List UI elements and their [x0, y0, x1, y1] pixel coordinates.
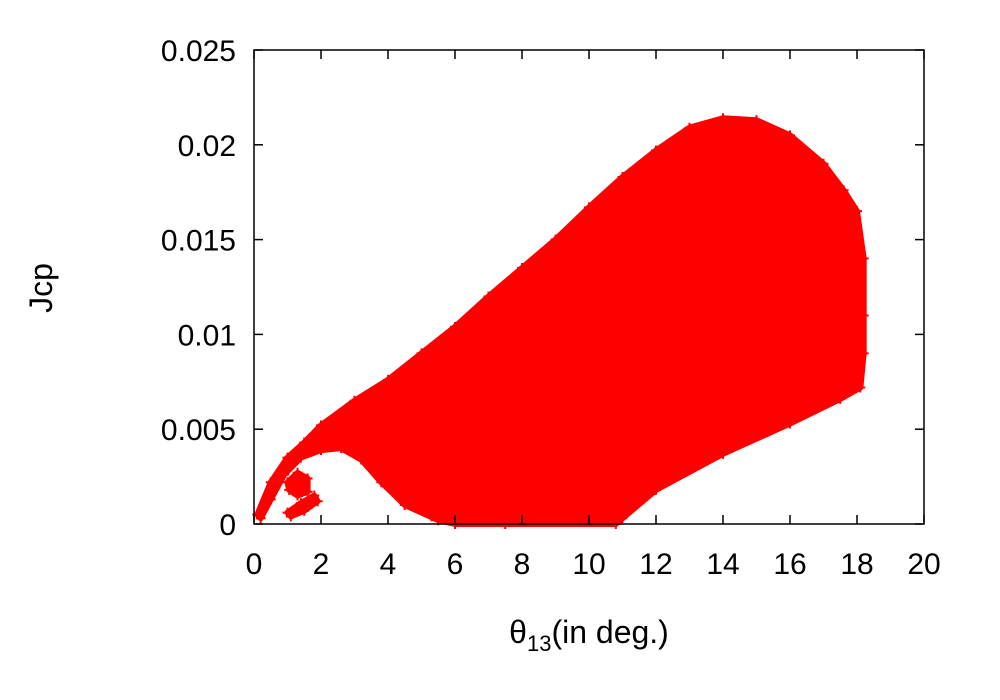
scatter-point: [858, 348, 869, 359]
scatter-point: [426, 511, 437, 522]
scatter-point: [285, 511, 296, 522]
scatter-point: [265, 494, 276, 505]
scatter-point: [292, 467, 303, 478]
scatter-point: [284, 484, 295, 495]
scatter-point: [282, 477, 293, 488]
scatter-point: [302, 473, 313, 484]
x-tick-label: 4: [380, 548, 397, 581]
scatter-point: [295, 498, 306, 509]
scatter-point: [858, 253, 869, 264]
scatter-point: [785, 130, 795, 141]
scatter-point: [279, 469, 290, 480]
scatter-point: [299, 505, 310, 516]
scatter-point: [356, 454, 367, 465]
scatter-point: [433, 507, 444, 518]
x-tick-label: 6: [447, 548, 464, 581]
scatter-point: [436, 500, 447, 511]
x-axis-label: θ13(in deg.): [509, 614, 669, 656]
scatter-point: [316, 420, 326, 431]
scatter-point: [312, 496, 323, 507]
x-tick-label: 10: [572, 548, 605, 581]
scatter-point: [617, 513, 628, 524]
y-tick-label: 0.005: [161, 414, 236, 447]
y-tick-label: 0.01: [178, 319, 236, 352]
x-tick-label: 12: [639, 548, 672, 581]
scatter-point: [835, 393, 846, 404]
scatter-point: [751, 115, 762, 126]
scatter-point: [852, 206, 862, 217]
scatter-point: [376, 477, 387, 488]
scatter-point: [336, 443, 347, 454]
scatter-point: [785, 418, 795, 429]
x-axis-subscript: 13: [527, 631, 551, 656]
scatter-point: [684, 122, 695, 133]
scatter-point: [439, 492, 450, 503]
scatter-point: [295, 452, 306, 463]
x-tick-label: 2: [313, 548, 330, 581]
x-tick-label: 14: [706, 548, 739, 581]
scatter-point: [517, 263, 527, 274]
scatter-point: [399, 496, 410, 507]
scatter-point: [282, 452, 293, 463]
scatter-point: [416, 348, 427, 359]
scatter-point: [550, 234, 561, 245]
x-tick-label: 20: [907, 548, 940, 581]
scatter-point: [584, 202, 594, 213]
scatter-point: [718, 448, 728, 459]
ticks-layer: [253, 49, 925, 525]
scatter-point: [403, 482, 414, 493]
scatter-point: [255, 513, 266, 524]
x-tick-label: 16: [773, 548, 806, 581]
scatter-point: [858, 310, 869, 321]
scatter-point: [369, 445, 380, 456]
scatter-point: [450, 321, 460, 332]
scatter-point: [406, 490, 417, 501]
scatter-point: [302, 486, 313, 497]
y-tick-label: 0: [219, 509, 236, 542]
scatter-point: [299, 437, 310, 448]
x-tick-label: 8: [514, 548, 531, 581]
data-layer: [252, 113, 869, 529]
scatter-point: [855, 382, 866, 393]
scatter-point: [359, 439, 370, 450]
scatter-point: [292, 490, 303, 501]
x-tick-label: 18: [840, 548, 873, 581]
y-tick-label: 0.015: [161, 225, 236, 258]
scatter-point: [403, 464, 414, 475]
x-axis-symbol: θ: [509, 614, 527, 650]
y-tick-label: 0.025: [161, 35, 236, 68]
scatter-point: [617, 172, 628, 183]
scatter-point: [349, 395, 360, 406]
y-tick-label: 0.02: [178, 130, 236, 163]
scatter-point: [483, 291, 494, 302]
scatter-point: [406, 477, 417, 488]
scatter-point: [718, 113, 728, 124]
scatter-point: [651, 484, 661, 495]
scatter-point: [316, 445, 326, 456]
scatter-point: [818, 158, 829, 169]
scatter-point: [366, 450, 377, 461]
scatter-point: [383, 374, 393, 385]
x-axis-suffix: (in deg.): [551, 614, 668, 650]
scatter-point: [838, 185, 849, 196]
scatter-point: [309, 490, 320, 501]
scatter-point: [265, 477, 276, 488]
labels-layer: 0 2 4 6 8 10 12 14 16 18 20 0 0.005 0.01 0.015 0.02 0.02…: [161, 35, 941, 581]
x-tick-label: 0: [246, 548, 263, 581]
scatter-region-main: [254, 115, 867, 527]
scatter-point: [366, 433, 377, 444]
y-axis-label: Jcp: [23, 263, 59, 313]
scatter-point: [651, 145, 661, 156]
